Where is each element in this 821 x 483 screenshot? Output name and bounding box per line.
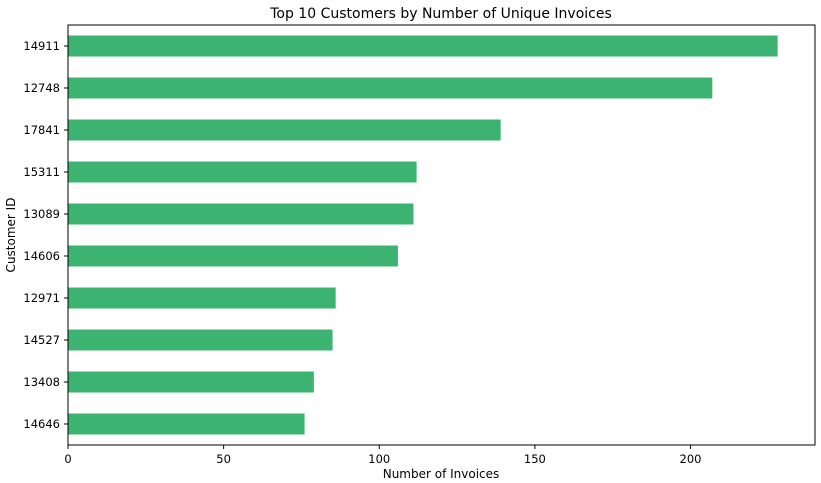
bar-14646	[68, 413, 305, 435]
bar-12748	[68, 77, 713, 99]
y-tick-label: 15311	[23, 165, 60, 179]
bar-15311	[68, 161, 417, 183]
x-tick-label: 150	[524, 452, 546, 466]
y-tick-label: 14911	[23, 39, 60, 53]
y-tick-label: 17841	[23, 123, 60, 137]
y-axis-label: Customer ID	[4, 198, 18, 273]
bar-17841	[68, 119, 501, 141]
y-tick-label: 14527	[23, 333, 60, 347]
bar-12971	[68, 287, 336, 309]
x-tick-label: 100	[368, 452, 390, 466]
bar-13408	[68, 371, 314, 393]
chart-title: Top 10 Customers by Number of Unique Inv…	[269, 6, 612, 22]
y-tick-label: 12971	[23, 291, 60, 305]
x-tick-label: 50	[216, 452, 231, 466]
y-tick-label: 12748	[23, 81, 60, 95]
x-tick-label: 200	[680, 452, 702, 466]
x-axis-ticks: 0 50 100 150 200	[64, 445, 701, 466]
bar-14911	[68, 35, 778, 57]
y-tick-label: 14606	[23, 249, 60, 263]
bar-14606	[68, 245, 398, 267]
plot-frame	[67, 24, 816, 446]
bar-13089	[68, 203, 414, 225]
y-tick-label: 13089	[23, 207, 60, 221]
bars-group	[68, 35, 778, 435]
x-axis-label: Number of Invoices	[383, 467, 500, 481]
y-axis-ticks: 14911 12748 17841 15311 13089 14606 12971 14527…	[23, 39, 68, 431]
bar-14527	[68, 329, 333, 351]
y-tick-label: 13408	[23, 375, 60, 389]
x-tick-label: 0	[64, 452, 71, 466]
y-tick-label: 14646	[23, 417, 60, 431]
